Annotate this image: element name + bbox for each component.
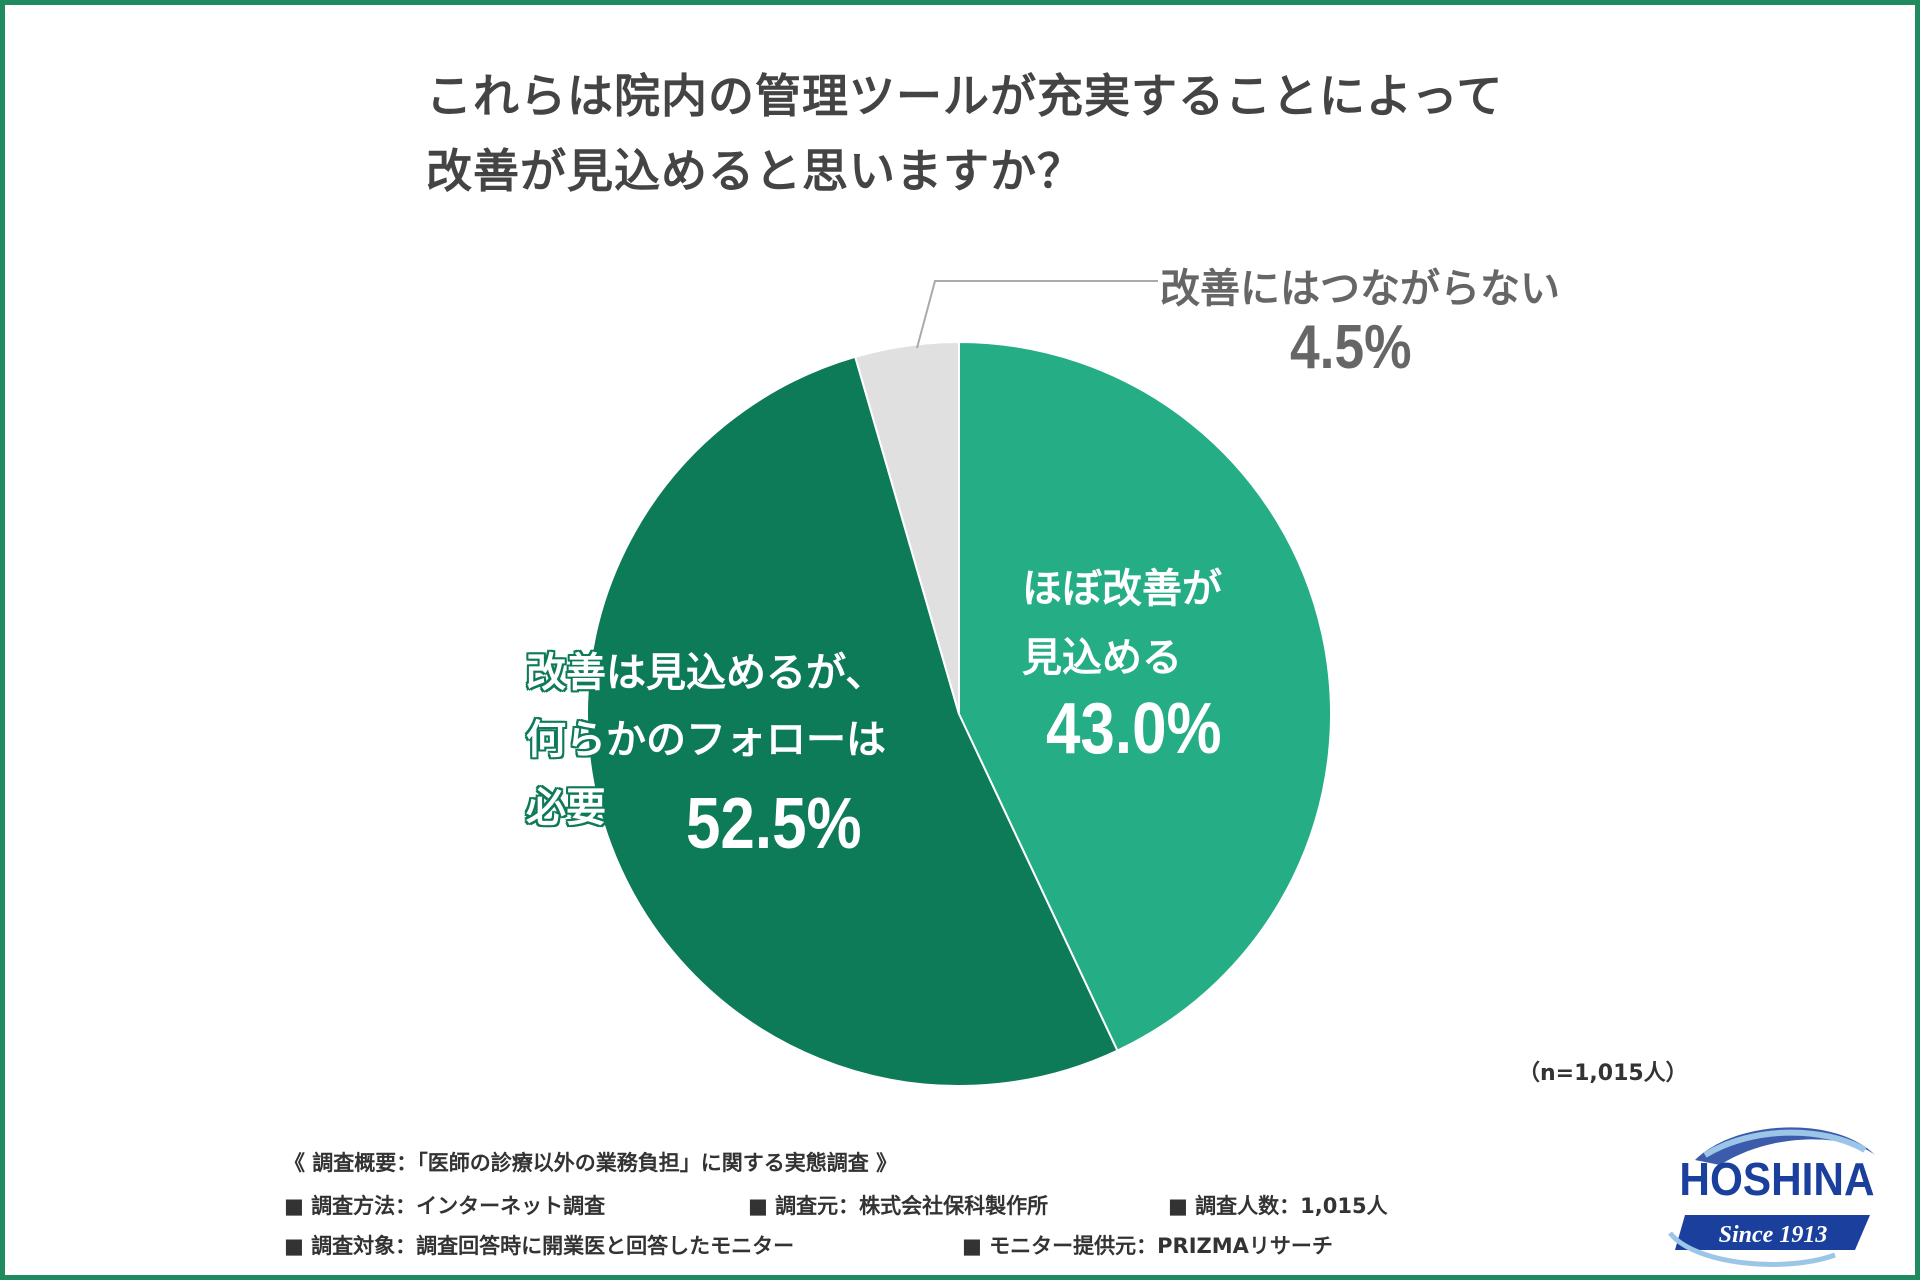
slice-1-label-line-1: ほぼ改善が [1022, 566, 1222, 612]
slice-2-label-line-2: 何らかのフォローは [526, 717, 886, 763]
slice-1-value: 43.0% [1046, 689, 1222, 769]
slice-3-value: 4.5% [1290, 313, 1412, 382]
survey-provider: ■ モニター提供元：PRIZMAリサーチ [962, 1234, 1333, 1258]
slice-2-label-line-1: 改善は見込めるが、 [526, 650, 886, 696]
svg-text:Since 1913: Since 1913 [1719, 1222, 1828, 1248]
pie-slice-1 [958, 340, 1332, 1052]
chart-title-line-2: 改善が見込めると思いますか？ [426, 144, 1084, 198]
leader-line-slice-3 [916, 280, 1158, 349]
survey-target: ■ 調査対象：調査回答時に開業医と回答したモニター [284, 1234, 795, 1258]
slice-2-value: 52.5% [686, 784, 862, 864]
survey-source: ■ 調査元：株式会社保科製作所 [748, 1194, 1049, 1218]
survey-header: 《 調査概要：「医師の診療以外の業務負担」に関する実態調査 》 [284, 1151, 898, 1175]
svg-text:HOSHINA: HOSHINA [1679, 1154, 1874, 1205]
slice-1-label-line-2: 見込める [1022, 635, 1182, 681]
survey-method: ■ 調査方法：インターネット調査 [284, 1194, 606, 1218]
pie-slice-3 [853, 340, 960, 715]
slice-2-label-line-3: 必要 [526, 785, 606, 831]
pie-slices [586, 340, 1332, 1087]
pie-slice-2 [586, 355, 1119, 1087]
hoshina-logo: HOSHINA Since 1913 [1668, 1127, 1875, 1267]
chart-title-line-1: これらは院内の管理ツールが充実することによって [426, 69, 1504, 123]
sample-size-note: （n=1,015人） [1518, 1061, 1688, 1086]
slice-3-label-line-1: 改善にはつながらない [1160, 266, 1560, 312]
survey-count: ■ 調査人数：1,015人 [1168, 1194, 1388, 1218]
